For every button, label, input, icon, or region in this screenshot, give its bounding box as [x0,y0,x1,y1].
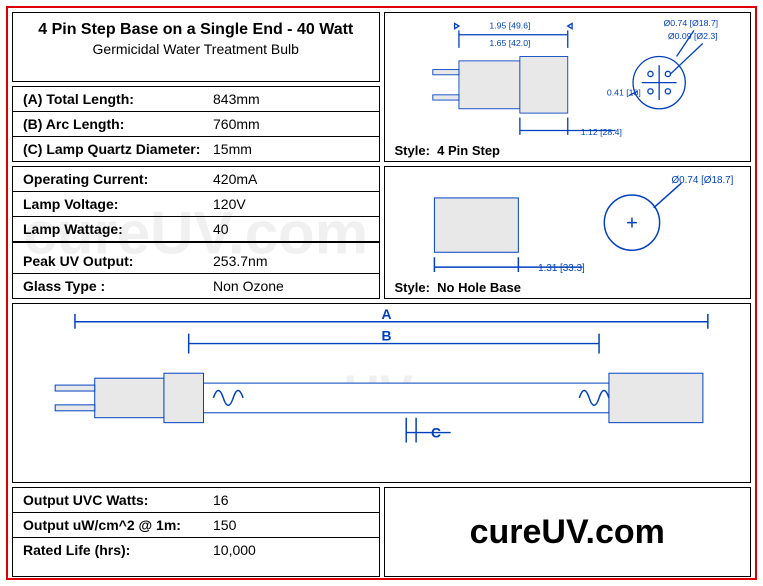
title-panel: 4 Pin Step Base on a Single End - 40 Wat… [12,12,380,82]
dim-B: B [382,328,392,344]
pin-base-diagram: 1.95 [49.6] 1.65 [42.0] 1.12 [28.4] Ø0.7… [384,12,752,162]
spec-label: Lamp Wattage: [23,221,213,237]
dim-text: 1.12 [28.4] [580,127,621,137]
specs-electrical-optical: cureUV.com Operating Current:420mA Lamp … [12,166,380,299]
spec-value: 420mA [213,171,368,187]
title-main: 4 Pin Step Base on a Single End - 40 Wat… [21,21,371,39]
no-hole-svg: 1.31 [33.3] Ø0.74 [Ø18.7] [385,167,751,298]
lamp-diagram: cureUV.com A B C [12,303,751,483]
dim-text: 1.31 [33.3] [538,263,585,274]
spec-value: 150 [213,517,368,533]
spec-label: (A) Total Length: [23,91,213,107]
spec-label: Output uW/cm^2 @ 1m: [23,517,213,533]
spec-label: Rated Life (hrs): [23,542,213,558]
spec-value: 10,000 [213,542,368,558]
dim-text: 1.65 [42.0] [489,38,530,48]
dim-A: A [382,306,392,322]
spec-label: Operating Current: [23,171,213,187]
spec-sheet: 4 Pin Step Base on a Single End - 40 Wat… [6,6,757,580]
style-label: Style: No Hole Base [395,280,521,295]
title-sub: Germicidal Water Treatment Bulb [21,41,371,57]
dim-C: C [431,425,441,441]
no-hole-base-diagram: 1.31 [33.3] Ø0.74 [Ø18.7] Style: No Hole… [384,166,752,299]
dim-text: Ø0.74 [Ø18.7] [663,18,718,28]
spec-label: Glass Type : [23,278,213,294]
dim-text: 1.95 [49.6] [489,21,530,31]
logo-panel: cureUV.com [384,487,752,577]
spec-value: 253.7nm [213,253,368,269]
spec-value: 760mm [213,116,368,132]
spec-label: Lamp Voltage: [23,196,213,212]
spec-value: 40 [213,221,368,237]
spec-label: Peak UV Output: [23,253,213,269]
specs-output: Output UVC Watts:16 Output uW/cm^2 @ 1m:… [12,487,380,577]
specs-dimensions: (A) Total Length:843mm (B) Arc Length:76… [12,86,380,162]
spec-value: 15mm [213,141,368,157]
spec-value: Non Ozone [213,278,368,294]
spec-label: (B) Arc Length: [23,116,213,132]
spec-value: 120V [213,196,368,212]
spec-label: Output UVC Watts: [23,492,213,508]
style-label: Style: 4 Pin Step [395,143,501,158]
dim-text: Ø0.74 [Ø18.7] [671,175,733,186]
pin-step-svg: 1.95 [49.6] 1.65 [42.0] 1.12 [28.4] Ø0.7… [385,13,751,161]
spec-value: 843mm [213,91,368,107]
spec-label: (C) Lamp Quartz Diameter: [23,141,213,157]
lamp-svg: A B C [13,304,750,482]
logo-text: cureUV.com [470,513,665,552]
spec-value: 16 [213,492,368,508]
